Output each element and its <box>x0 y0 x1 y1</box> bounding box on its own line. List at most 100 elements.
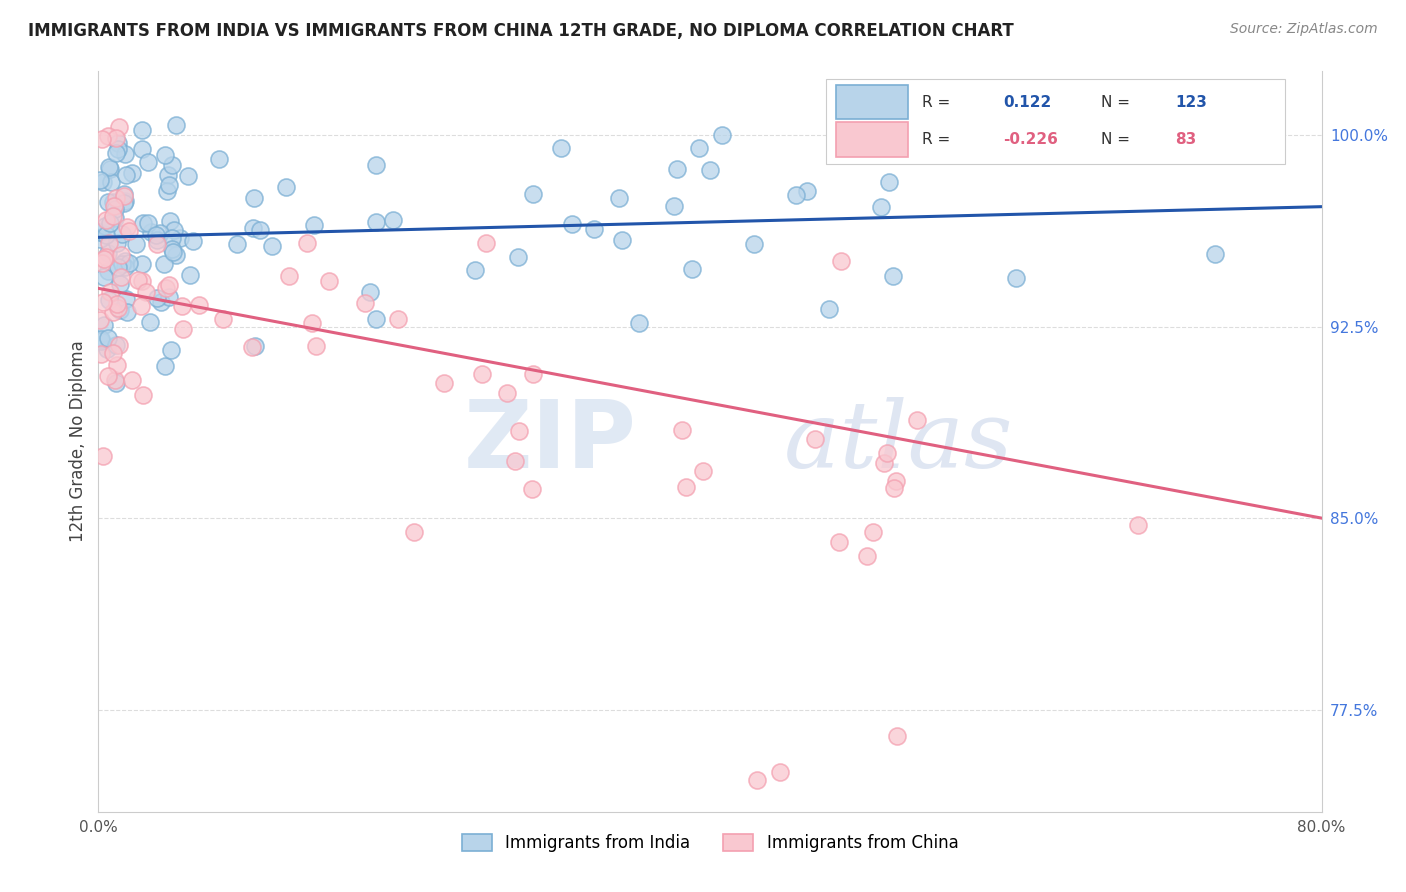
Point <box>155 185 177 199</box>
Point <box>153 147 176 161</box>
Point <box>157 277 180 292</box>
Point <box>110 277 132 291</box>
Point <box>98 285 121 300</box>
Point <box>742 236 765 251</box>
Point <box>105 131 128 145</box>
Point <box>688 141 710 155</box>
Point <box>886 475 908 489</box>
Point <box>692 464 714 478</box>
Point <box>872 457 894 471</box>
Point <box>110 303 132 318</box>
Point <box>506 250 529 264</box>
Point <box>475 236 498 251</box>
Point <box>364 311 387 326</box>
Text: 0.122: 0.122 <box>1004 95 1052 110</box>
Point <box>242 191 264 205</box>
Point <box>856 549 879 563</box>
Point <box>136 155 159 169</box>
Point <box>114 260 136 274</box>
Point <box>132 216 155 230</box>
Point <box>402 525 425 540</box>
Point <box>803 432 825 446</box>
Point <box>155 359 177 373</box>
Point <box>433 376 456 391</box>
Point <box>364 215 387 229</box>
Point <box>96 342 118 356</box>
Point <box>115 305 138 319</box>
Point <box>93 252 115 267</box>
Point <box>318 274 340 288</box>
Point <box>135 285 157 300</box>
Text: ZIP: ZIP <box>464 395 637 488</box>
Point <box>90 334 112 349</box>
Point <box>103 199 125 213</box>
Point <box>870 200 893 214</box>
Y-axis label: 12th Grade, No Diploma: 12th Grade, No Diploma <box>69 341 87 542</box>
Point <box>107 260 129 275</box>
Point <box>162 245 184 260</box>
Point <box>107 301 129 315</box>
Point <box>146 291 169 305</box>
Point <box>104 376 127 391</box>
Point <box>179 268 201 282</box>
FancyBboxPatch shape <box>827 78 1285 164</box>
Text: Source: ZipAtlas.com: Source: ZipAtlas.com <box>1230 22 1378 37</box>
Point <box>769 764 792 779</box>
Point <box>242 221 264 235</box>
Point <box>110 248 132 262</box>
Point <box>146 236 169 251</box>
Point <box>105 236 128 251</box>
Point <box>91 176 114 190</box>
Point <box>89 312 111 326</box>
Point <box>90 332 112 346</box>
Point <box>503 454 526 468</box>
Point <box>97 293 120 307</box>
Point <box>260 239 283 253</box>
Point <box>520 482 543 496</box>
Point <box>104 373 127 387</box>
Point <box>830 254 852 268</box>
Point <box>111 227 134 242</box>
Point <box>97 369 120 384</box>
Point <box>212 311 235 326</box>
Point <box>508 424 530 438</box>
Point <box>105 146 128 161</box>
Point <box>666 161 689 176</box>
Point <box>522 187 544 202</box>
Text: atlas: atlas <box>783 397 1012 486</box>
Point <box>114 292 136 306</box>
Point <box>114 253 136 268</box>
Point <box>610 234 633 248</box>
Text: R =: R = <box>922 95 950 110</box>
Point <box>879 175 901 189</box>
Point <box>91 132 114 146</box>
Text: N =: N = <box>1101 95 1130 110</box>
Point <box>114 168 136 182</box>
Point <box>1128 517 1150 532</box>
Legend: Immigrants from India, Immigrants from China: Immigrants from India, Immigrants from C… <box>456 828 965 859</box>
Point <box>165 247 187 261</box>
Point <box>160 231 183 245</box>
FancyBboxPatch shape <box>837 122 908 156</box>
Point <box>188 298 211 312</box>
Point <box>353 296 375 310</box>
Point <box>98 162 121 177</box>
Point <box>97 128 120 143</box>
Point <box>90 347 112 361</box>
Point <box>91 449 114 463</box>
Point <box>301 316 323 330</box>
Point <box>905 412 928 426</box>
FancyBboxPatch shape <box>837 86 908 120</box>
Point <box>94 227 117 242</box>
Point <box>165 118 187 132</box>
Point <box>583 222 606 236</box>
Point <box>91 294 114 309</box>
Point <box>162 242 184 256</box>
Point <box>94 219 117 234</box>
Point <box>111 257 134 271</box>
Point <box>146 233 169 247</box>
Point <box>304 218 326 232</box>
Point <box>136 216 159 230</box>
Point <box>172 299 194 313</box>
Point <box>131 123 153 137</box>
